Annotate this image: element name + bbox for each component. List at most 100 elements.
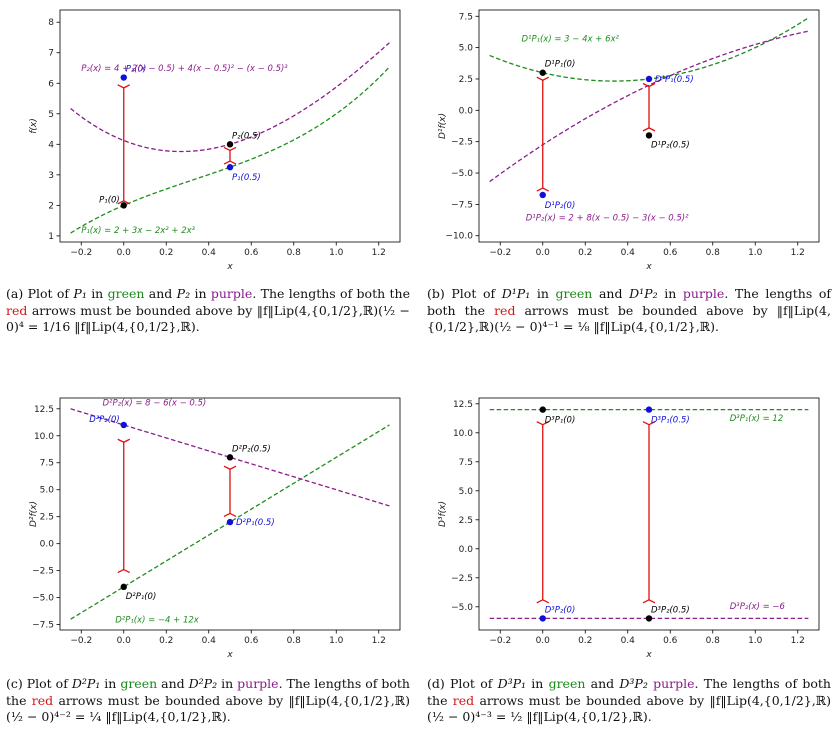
data-point xyxy=(120,202,127,209)
x-tick-label: 0.2 xyxy=(159,248,173,258)
point-label: D²P₂(0.5) xyxy=(232,444,271,454)
bound-arrow-head xyxy=(536,76,550,81)
y-tick-label: −2.5 xyxy=(451,574,473,584)
y-axis-label: D²f(x) xyxy=(29,501,39,527)
y-tick-label: −5.0 xyxy=(32,594,54,604)
caption-d: (d) Plot of D³P₁ in green and D³P₂ purpl… xyxy=(427,676,831,726)
data-point xyxy=(539,69,546,76)
data-point xyxy=(120,421,127,429)
point-label: D¹P₂(0.5) xyxy=(651,140,690,150)
plot-frame xyxy=(478,9,820,243)
plot-frame xyxy=(478,397,820,631)
x-tick-label: 0.0 xyxy=(117,248,132,258)
x-tick-label: −0.2 xyxy=(489,636,511,646)
point-label: D³P₂(0.5) xyxy=(651,605,690,615)
data-point xyxy=(226,454,234,461)
y-tick-label: 2.5 xyxy=(40,513,54,523)
y-tick-label: 12.5 xyxy=(453,400,473,410)
caption-text: Plot of xyxy=(451,286,496,301)
x-tick-label: 1.0 xyxy=(748,248,763,258)
caption-math: D³P₂ xyxy=(619,676,648,691)
caption-a: (a) Plot of P₁ in green and P₂ in purple… xyxy=(6,286,410,336)
y-tick-label: −7.5 xyxy=(451,200,473,210)
x-axis-label: x xyxy=(645,262,652,272)
y-axis-label: D¹f(x) xyxy=(438,113,448,139)
bound-arrow-head xyxy=(536,599,550,604)
data-point xyxy=(645,615,653,622)
data-point xyxy=(120,74,127,81)
data-point xyxy=(226,141,234,148)
caption-b: (b) Plot of D¹P₁ in green and D¹P₂ in pu… xyxy=(427,286,831,336)
caption-text: . The lengths of both the xyxy=(427,676,831,708)
y-tick-label: 0.0 xyxy=(40,540,55,550)
caption-text: in xyxy=(536,286,549,301)
point-label: P₂(0.5) xyxy=(232,131,261,141)
y-tick-label: 7.5 xyxy=(459,458,473,468)
y-tick-label: 10.0 xyxy=(34,432,54,442)
caption-text: in xyxy=(664,286,677,301)
caption-text: and xyxy=(148,286,173,301)
y-tick-label: −10.0 xyxy=(445,232,473,242)
x-tick-label: 0.6 xyxy=(663,248,678,258)
chart-c: −0.2 0.0 0.2 0.4 0.6 0.8 1.0 1.2 −7.5 −5.0 −2.5 0.0… xyxy=(29,397,401,660)
x-tick-label: −0.2 xyxy=(70,636,92,646)
y-tick-label: 5.0 xyxy=(459,487,474,497)
caption-math: D²P₂ xyxy=(188,676,218,691)
y-tick-label: 3 xyxy=(48,171,54,181)
x-axis-label: x xyxy=(226,650,233,660)
caption-label: (b) xyxy=(427,286,445,301)
x-tick-label: 1.0 xyxy=(748,636,763,646)
bound-arrow-head xyxy=(223,146,237,152)
caption-text: Plot of xyxy=(27,286,70,301)
caption-text: in xyxy=(221,676,234,691)
x-tick-label: 0.6 xyxy=(663,636,678,646)
y-tick-label: 12.5 xyxy=(34,405,54,415)
caption-math: D¹P₂ xyxy=(629,286,658,301)
caption-purple-word: purple xyxy=(237,676,279,691)
x-tick-label: 1.2 xyxy=(372,248,386,258)
x-tick-label: 0.4 xyxy=(202,248,217,258)
x-axis-label: x xyxy=(226,262,233,272)
series-line-green xyxy=(489,17,809,82)
chart-a: −0.2 0.0 0.2 0.4 0.6 0.8 1.0 1.2 1 2 3 4 5 6 7 8 x f(x) P₂… xyxy=(29,9,401,272)
x-tick-label: 0.0 xyxy=(536,248,551,258)
caption-text: arrows must be bounded above by xyxy=(58,692,284,708)
equation-annotation: P₁(x) = 2 + 3x − 2x² + 2x³ xyxy=(81,226,195,236)
equation-annotation: D³P₁(x) = 12 xyxy=(730,414,784,424)
x-tick-label: 0.0 xyxy=(117,636,132,646)
chart-panel-d: −0.2 0.0 0.2 0.4 0.6 0.8 1.0 1.2 −5.0 −2.5 0.0 2.5 5… xyxy=(419,392,839,672)
y-tick-label: 2.5 xyxy=(459,75,473,85)
caption-text: and xyxy=(598,286,623,301)
data-point xyxy=(539,191,546,199)
y-axis-label: f(x) xyxy=(29,118,39,134)
bound-arrow-head xyxy=(536,421,550,426)
caption-text: and xyxy=(590,676,615,691)
caption-text: . The lengths of both the xyxy=(6,676,410,708)
caption-text: in xyxy=(91,286,104,301)
point-label: D²P₂(0) xyxy=(89,415,120,425)
chart-panel-b: −0.2 0.0 0.2 0.4 0.6 0.8 1.0 1.2 −10.0 −7.5 −5.0 −2… xyxy=(419,0,839,280)
bound-arrow-head xyxy=(223,465,237,470)
caption-text: in xyxy=(531,676,544,691)
x-axis-label: x xyxy=(645,650,652,660)
equation-annotation: D¹P₁(x) = 3 − 4x + 6x² xyxy=(522,34,620,44)
y-tick-label: 4 xyxy=(48,140,54,150)
caption-green-word: green xyxy=(555,286,593,301)
equation-annotation: D³P₂(x) = −6 xyxy=(730,602,786,612)
y-tick-label: 2 xyxy=(48,201,54,211)
y-tick-label: 10.0 xyxy=(453,429,473,439)
y-tick-label: 8 xyxy=(48,18,54,28)
point-label: P₁(0) xyxy=(99,195,120,205)
chart-panel-c: −0.2 0.0 0.2 0.4 0.6 0.8 1.0 1.2 −7.5 −5.0 −2.5 0.0… xyxy=(0,392,420,672)
caption-text: Plot of xyxy=(450,676,493,691)
caption-text: and xyxy=(161,676,185,691)
y-tick-label: 7.5 xyxy=(459,12,473,22)
bound-arrow-head xyxy=(642,599,656,604)
y-tick-label: −5.0 xyxy=(451,169,473,179)
x-tick-label: 0.0 xyxy=(536,636,551,646)
point-label: D¹P₁(0) xyxy=(545,60,576,70)
y-tick-label: 2.5 xyxy=(459,516,473,526)
caption-norm: ‖f‖Lip(4,{0,1/2},ℝ)(½ − 0)⁴⁻² = ¼ ‖f‖Lip… xyxy=(6,692,410,725)
y-axis-label: D³f(x) xyxy=(438,501,448,527)
caption-text: in xyxy=(194,286,207,301)
